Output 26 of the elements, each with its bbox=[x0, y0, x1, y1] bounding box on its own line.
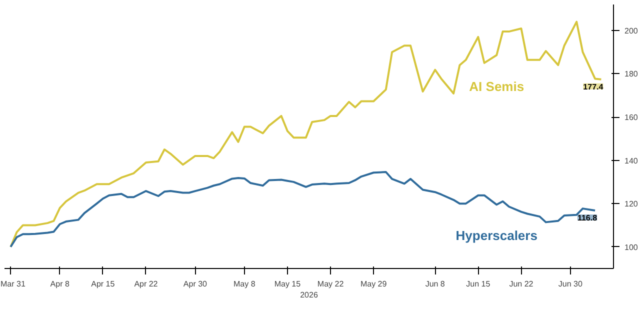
y-tick-label: 180 bbox=[624, 70, 638, 79]
x-tick-label: Apr 15 bbox=[91, 280, 116, 288]
x-tick-label: Apr 22 bbox=[134, 280, 158, 288]
data-label: 116.8 bbox=[577, 214, 598, 223]
line-series bbox=[10, 170, 596, 248]
y-tick-label: 140 bbox=[624, 156, 638, 166]
series-label: Hyperscalers bbox=[456, 228, 538, 244]
data-label: 177.4 bbox=[583, 82, 604, 92]
x-tick-label: May 15 bbox=[274, 280, 302, 288]
y-tick-label: 160 bbox=[624, 113, 638, 122]
x-tick-label: Jun 8 bbox=[425, 280, 446, 288]
x-tick-label: Apr 8 bbox=[50, 280, 70, 288]
x-tick-label: Jun 22 bbox=[509, 280, 534, 288]
x-tick-label: Mar 31 bbox=[0, 280, 26, 288]
line-series bbox=[10, 20, 602, 248]
x-axis-title: 2026 bbox=[300, 290, 318, 300]
x-tick-label: Apr 30 bbox=[183, 280, 208, 288]
y-tick-label: 100 bbox=[624, 242, 638, 252]
x-tick-label: May 22 bbox=[317, 280, 344, 288]
y-tick-label: 120 bbox=[624, 200, 638, 209]
x-tick-label: May 8 bbox=[234, 280, 256, 288]
x-tick-label: Jun 30 bbox=[558, 280, 583, 288]
y-tick-label: 200 bbox=[624, 26, 638, 36]
x-tick-label: May 29 bbox=[360, 280, 388, 288]
x-tick-label: Jun 15 bbox=[466, 280, 491, 288]
series-label: AI Semis bbox=[469, 79, 524, 94]
